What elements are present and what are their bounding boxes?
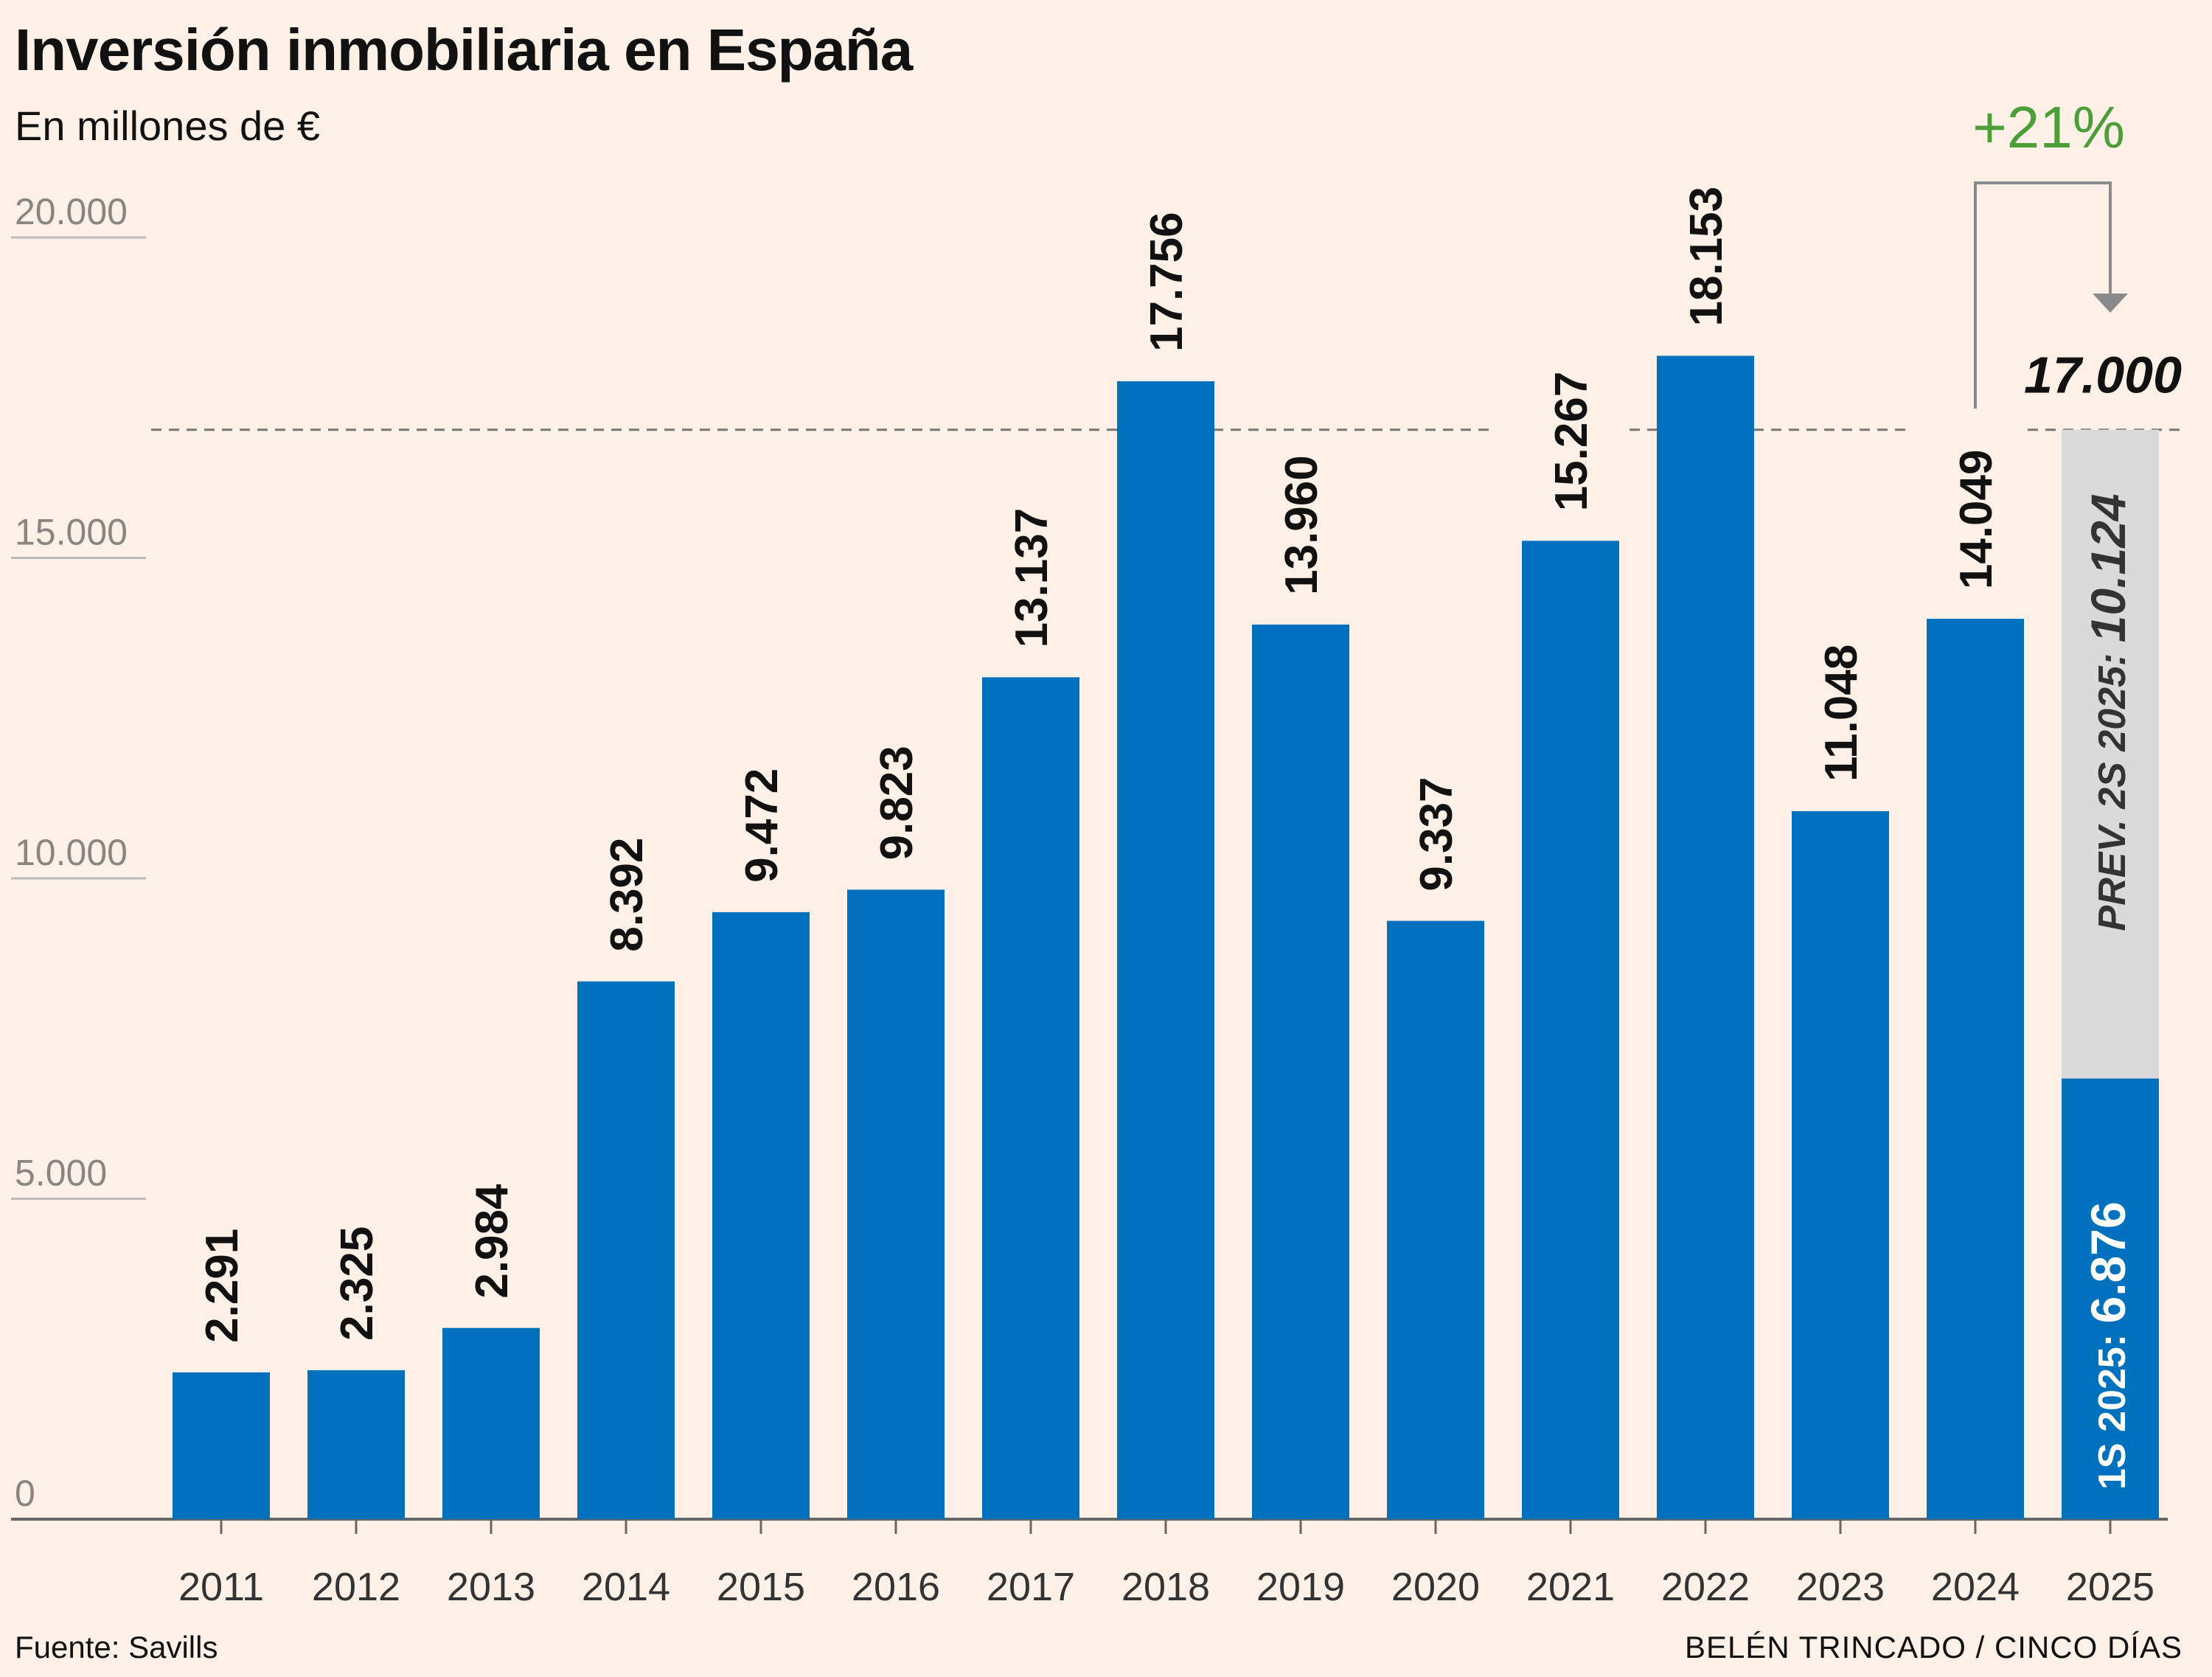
bar-segment-actual	[2062, 1078, 2159, 1519]
segment-label-actual: 1S 2025: 6.876	[2081, 1201, 2135, 1490]
source-note: Fuente: Savills	[15, 1630, 218, 1664]
growth-annotation: +21%	[1972, 94, 2125, 160]
bar-value-label: 9.472	[737, 768, 787, 883]
bar	[1657, 355, 1754, 1520]
x-tick-label: 2021	[1526, 1565, 1615, 1609]
credit-note: BELÉN TRINCADO / CINCO DÍAS	[1684, 1630, 2183, 1664]
chart-title: Inversión inmobiliaria en España	[15, 17, 913, 83]
bar-value-label: 13.960	[1276, 455, 1327, 595]
bar-segment-forecast	[2062, 429, 2159, 1079]
bar-value-label: 18.153	[1681, 187, 1732, 327]
x-tick-label: 2023	[1796, 1565, 1885, 1609]
bar	[1252, 624, 1349, 1519]
segment-label-forecast: PREV. 2S 2025: 10.124	[2081, 493, 2135, 931]
x-tick-label: 2019	[1256, 1565, 1345, 1609]
bar-value-label: 9.823	[872, 746, 922, 860]
y-tick-label: 0	[15, 1473, 35, 1514]
y-tick-label: 15.000	[15, 512, 128, 553]
bar-value-label: 14.049	[1951, 450, 2002, 590]
y-tick-label: 5.000	[15, 1153, 107, 1194]
bar-value-label: 13.137	[1006, 508, 1057, 648]
bar-value-label: 9.337	[1411, 777, 1462, 891]
bar-value-label: 2.984	[467, 1184, 518, 1299]
chart-subtitle: En millones de €	[15, 103, 321, 149]
bar-value-label: 11.048	[1816, 645, 1867, 782]
x-tick-label: 2017	[987, 1565, 1075, 1609]
x-tick-label: 2011	[178, 1565, 264, 1609]
bar	[982, 677, 1079, 1519]
bar-value-label: 17.756	[1141, 212, 1192, 352]
growth-arrow	[1974, 181, 2112, 409]
bar	[577, 981, 675, 1519]
x-tick-label: 2022	[1661, 1565, 1750, 1609]
total-label: 17.000	[2024, 347, 2182, 404]
x-tick-label: 2013	[447, 1565, 535, 1609]
x-tick-label: 2012	[312, 1565, 400, 1609]
bar-value-label: 15.267	[1546, 372, 1597, 512]
y-tick-label: 20.000	[15, 191, 128, 232]
bar	[712, 912, 810, 1519]
bar	[1927, 619, 2024, 1520]
x-tick-label: 2014	[582, 1565, 670, 1609]
y-tick-label: 10.000	[15, 832, 128, 873]
bar	[1792, 810, 1889, 1519]
x-tick-label: 2018	[1121, 1565, 1210, 1609]
bar	[173, 1372, 270, 1519]
bar-value-label: 2.291	[197, 1229, 248, 1343]
x-tick-label: 2025	[2066, 1565, 2154, 1609]
arrow-head-icon	[2093, 294, 2128, 313]
x-tick-label: 2016	[852, 1565, 940, 1609]
x-tick-label: 2024	[1931, 1565, 2020, 1609]
bar	[1117, 381, 1214, 1519]
bar-value-label: 2.325	[332, 1226, 383, 1341]
bar	[1522, 541, 1619, 1519]
x-tick-label: 2015	[717, 1565, 805, 1609]
bar	[847, 889, 945, 1519]
bar	[307, 1369, 405, 1519]
bar	[442, 1327, 540, 1519]
bar-value-label: 8.392	[602, 838, 653, 952]
bar	[1387, 920, 1484, 1519]
x-tick-label: 2020	[1391, 1565, 1480, 1609]
